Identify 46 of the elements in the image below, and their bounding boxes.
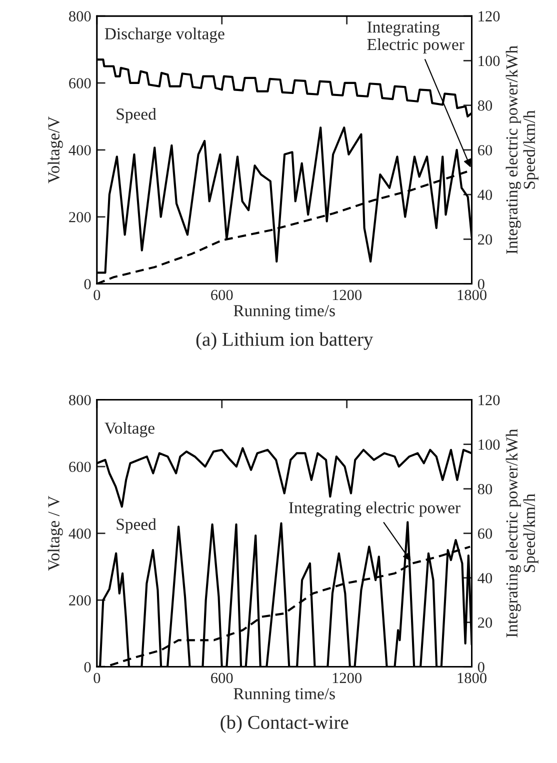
y2-axis-title: Integrating electric power/kWh Speed/km/h (506, 428, 538, 638)
y-tick-label: 600 (69, 462, 91, 472)
x-tick-label: 1800 (458, 290, 486, 300)
series-label: Integrating electric power (288, 502, 460, 517)
x-tick-label: 1200 (332, 672, 362, 684)
y2-axis-title: Integrating electric power/kWh Speed/km/h (506, 46, 538, 254)
series-label: Speed (116, 518, 156, 534)
y-axis-title: Voltage / V (48, 496, 63, 571)
y2-tick-label: 120 (478, 394, 500, 406)
x-tick-label: 1200 (332, 290, 362, 300)
y2-tick-label: 40 (478, 572, 492, 584)
y-tick-label: 800 (69, 11, 91, 22)
text: (b) Contact-wire (220, 715, 348, 733)
text: (a) Lithium ion battery (196, 332, 374, 350)
y2-tick-label: 0 (478, 278, 484, 290)
x-tick-label: 1800 (458, 672, 486, 684)
y-tick-label: 800 (69, 394, 91, 406)
y2-tick-label: 20 (478, 234, 492, 245)
y2-tick-label: 120 (478, 11, 500, 22)
y2-tick-label: 80 (478, 484, 492, 494)
y2-tick-label: 0 (478, 662, 484, 672)
text: Integrating Electric power (367, 21, 464, 54)
series-label: Speed (116, 108, 156, 124)
y-tick-label: 200 (69, 212, 91, 222)
y2-tick-label: 80 (478, 100, 492, 111)
y2-tick-label: 100 (478, 56, 500, 66)
y2-tick-label: 60 (478, 528, 492, 539)
x-axis-title: Running time/s (234, 688, 335, 703)
y-tick-label: 400 (68, 528, 91, 539)
y-tick-label: 600 (69, 78, 91, 88)
y-axis-title: Voltage/V (48, 116, 63, 184)
x-tick-label: 0 (94, 672, 100, 684)
y-tick-label: 0 (84, 662, 91, 672)
series-label: Voltage (104, 422, 154, 438)
x-axis-title: Running time/s (234, 305, 335, 320)
x-tick-label: 600 (211, 672, 233, 684)
y2-tick-label: 20 (478, 617, 492, 628)
series-label: Discharge voltage (104, 28, 224, 43)
y-tick-label: 200 (69, 595, 91, 606)
y-tick-label: 400 (68, 145, 91, 156)
x-tick-label: 600 (211, 290, 233, 300)
x-tick-label: 0 (94, 290, 100, 300)
y2-tick-label: 40 (478, 190, 492, 200)
y2-tick-label: 60 (478, 145, 492, 156)
y2-tick-label: 100 (478, 439, 500, 450)
y-tick-label: 0 (84, 278, 91, 290)
